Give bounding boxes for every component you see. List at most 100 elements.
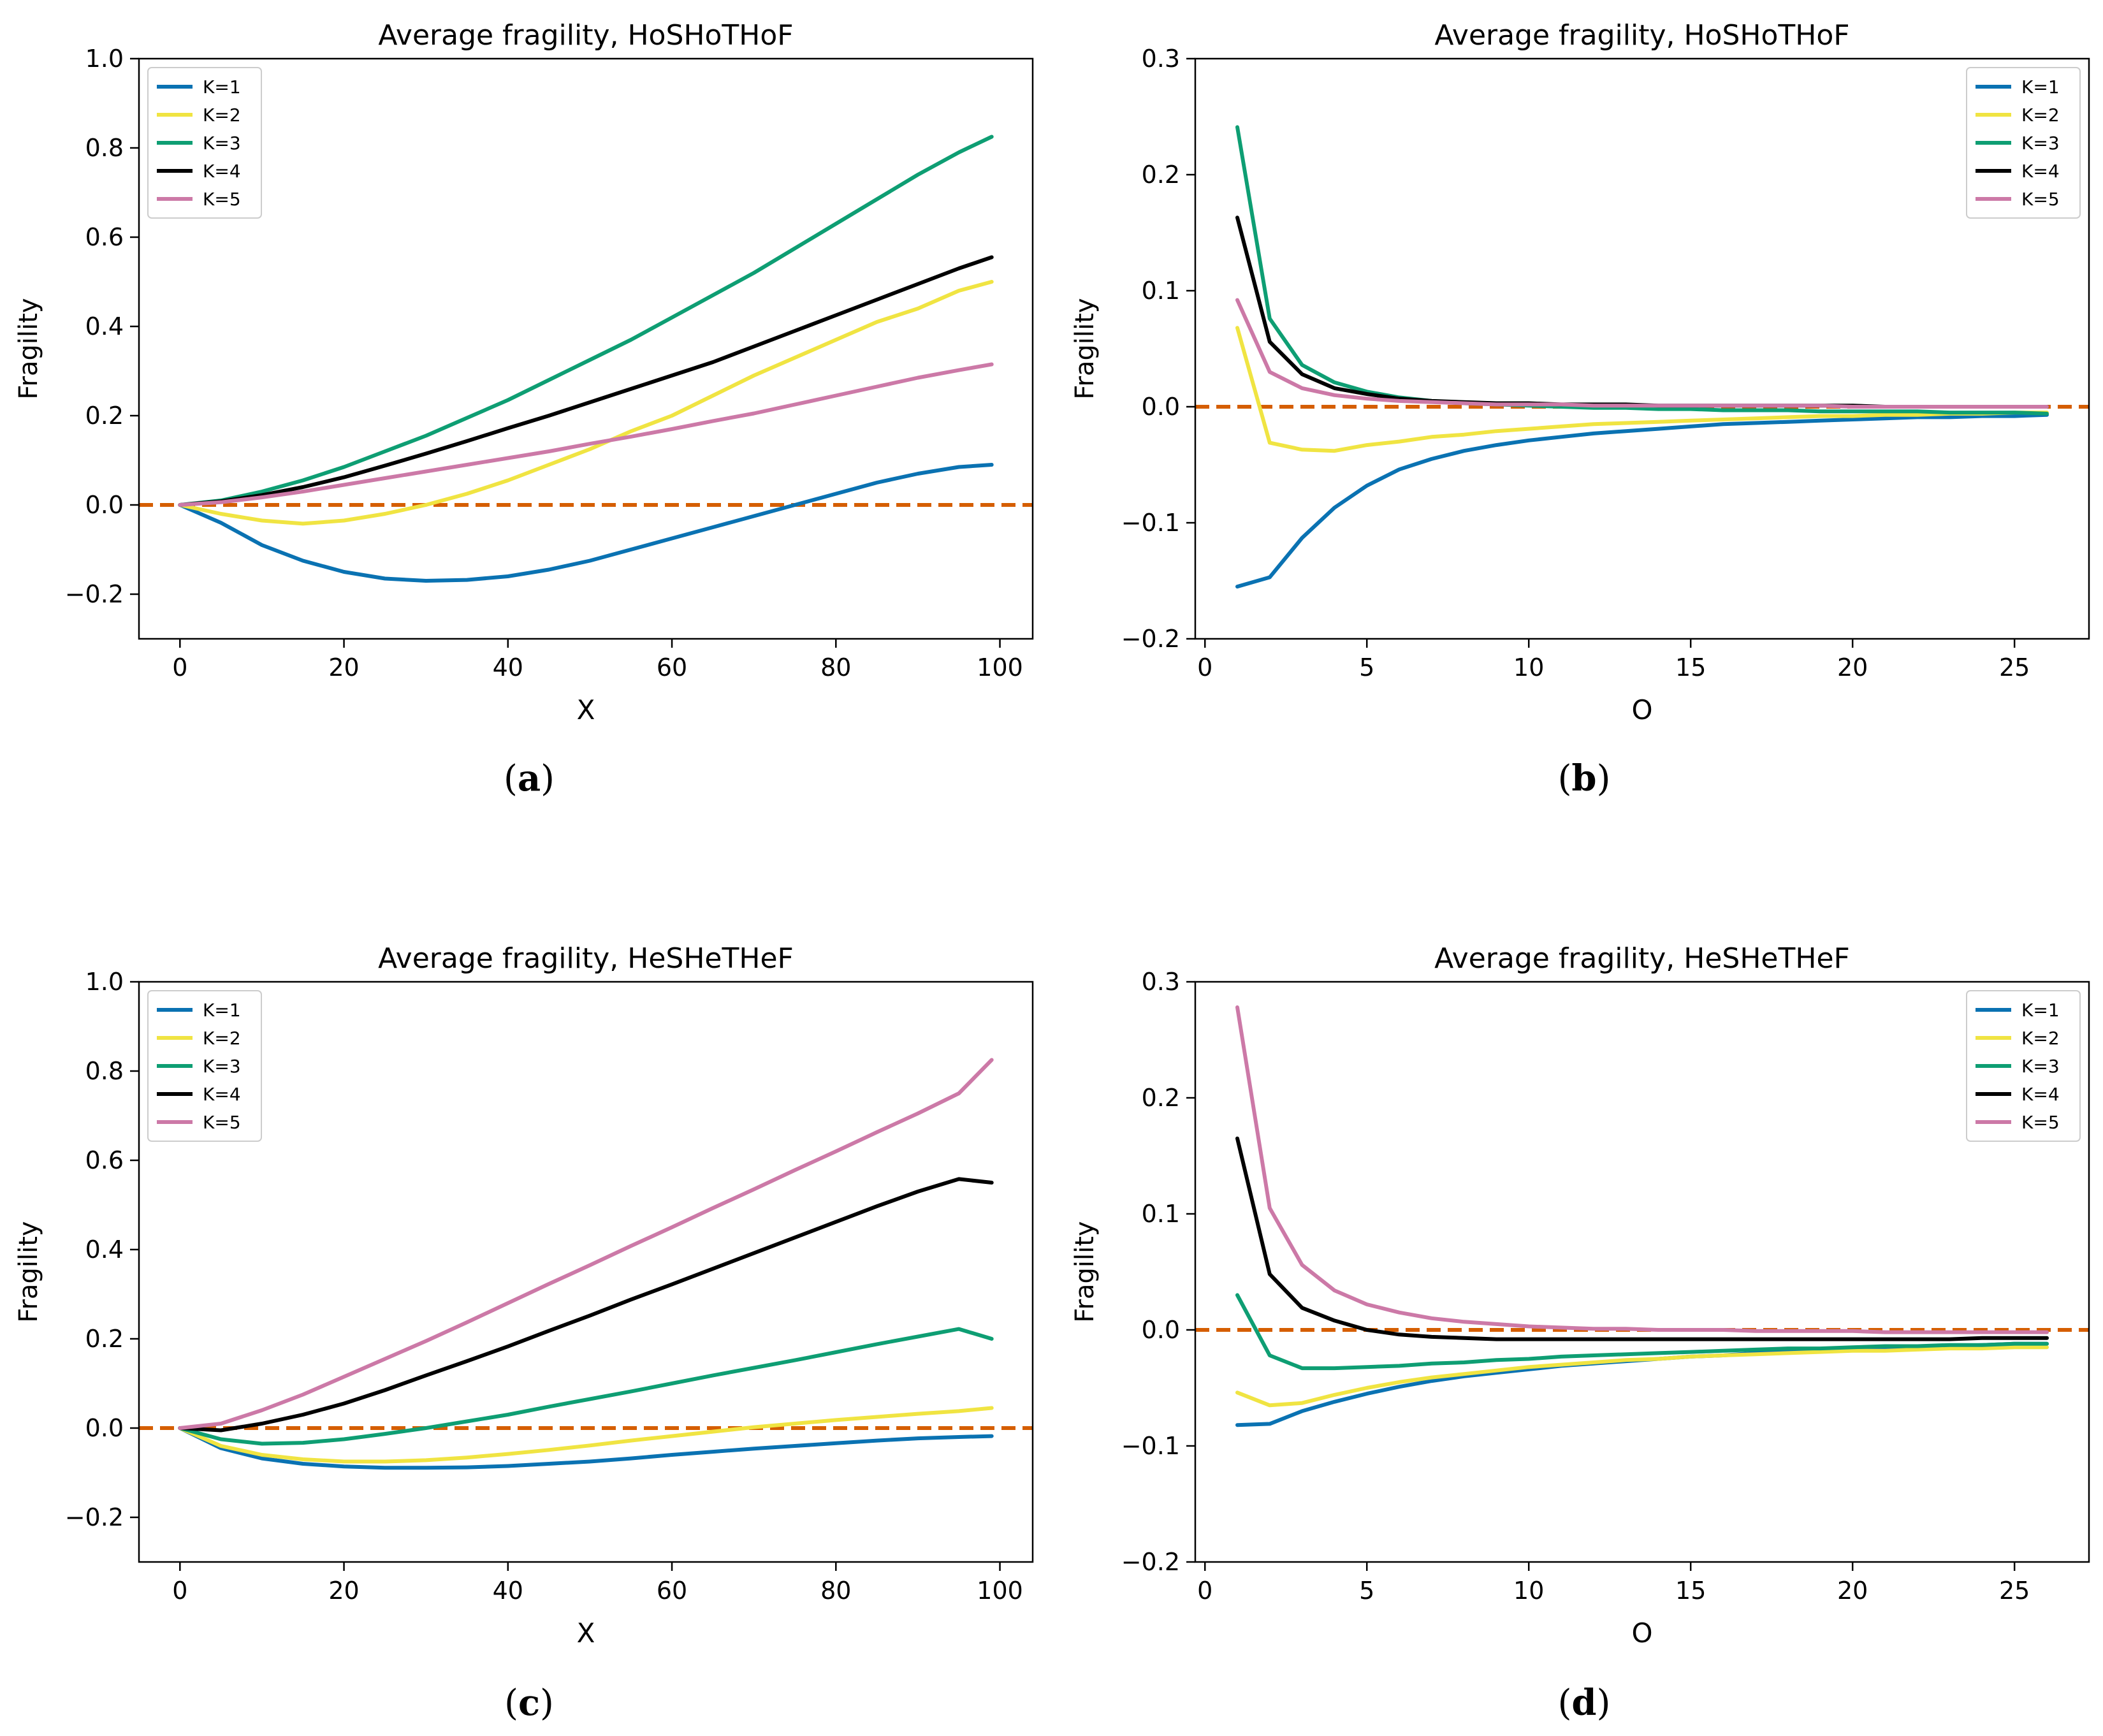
y-tick-label: 0.8 bbox=[85, 1057, 124, 1085]
y-tick-label: 0.4 bbox=[85, 1236, 124, 1264]
legend-label: K=2 bbox=[2021, 1028, 2060, 1049]
y-tick-label: 0.2 bbox=[85, 402, 124, 430]
y-tick-label: 0.6 bbox=[85, 223, 124, 251]
y-tick-label: 0.3 bbox=[1142, 968, 1180, 996]
x-tick-label: 20 bbox=[328, 1577, 359, 1605]
series-line-k3 bbox=[1235, 125, 2049, 416]
x-tick-label: 20 bbox=[1837, 1577, 1868, 1605]
chart-c: Average fragility, HeSHeTHeF 0 20 40 60 80 100… bbox=[14, 942, 1034, 1724]
y-tick-label: −0.2 bbox=[1121, 625, 1180, 653]
y-axis-label: Fragility bbox=[1070, 1221, 1100, 1322]
x-tick-label: 0 bbox=[172, 1577, 187, 1605]
caption-letter: d bbox=[1571, 1682, 1596, 1724]
plot-frame bbox=[138, 57, 1034, 640]
legend-label: K=4 bbox=[203, 1084, 241, 1105]
x-tick-label: 5 bbox=[1359, 653, 1374, 682]
y-tick-label: 0.1 bbox=[1142, 277, 1180, 305]
x-tick-label: 60 bbox=[657, 653, 687, 682]
x-tick-label: 100 bbox=[977, 653, 1023, 682]
series-line-k4 bbox=[1235, 1136, 2049, 1341]
x-tick-label: 15 bbox=[1675, 1577, 1706, 1605]
legend-label: K=2 bbox=[203, 105, 241, 126]
series-line-k1 bbox=[178, 1426, 994, 1470]
y-tick-label: −0.2 bbox=[1121, 1548, 1180, 1576]
legend: K=1 K=2 K=3 K=4 K=5 bbox=[147, 67, 262, 219]
legend-label: K=4 bbox=[203, 161, 241, 182]
panel-caption: (c) bbox=[504, 1682, 554, 1724]
x-tick-label: 5 bbox=[1359, 1577, 1374, 1605]
y-tick-label: 0.0 bbox=[85, 1414, 124, 1442]
legend-label: K=5 bbox=[2021, 189, 2060, 210]
y-tick-label: 0.1 bbox=[1142, 1200, 1180, 1228]
series-line-k4 bbox=[178, 1177, 994, 1433]
plot-frame bbox=[1194, 981, 2090, 1563]
y-tick-label: 1.0 bbox=[85, 968, 124, 996]
series-line-k3 bbox=[178, 1327, 994, 1446]
caption-close-paren: ) bbox=[1597, 1682, 1611, 1724]
x-tick-label: 80 bbox=[820, 1577, 851, 1605]
caption-close-paren: ) bbox=[540, 1682, 554, 1724]
series-group bbox=[1195, 1005, 2089, 1427]
series-group bbox=[139, 1058, 1033, 1470]
series-line-k5 bbox=[1235, 298, 2049, 409]
chart-b: Average fragility, HoSHoTHoF 0 5 10 15 20 25 −0… bbox=[1070, 19, 2090, 799]
y-tick-label: 0.6 bbox=[85, 1146, 124, 1174]
legend-label: K=3 bbox=[2021, 1056, 2060, 1077]
y-tick-label: 0.3 bbox=[1142, 45, 1180, 73]
caption-open-paren: ( bbox=[1558, 1682, 1572, 1724]
panel-caption: (b) bbox=[1558, 757, 1611, 799]
x-tick-label: 100 bbox=[977, 1577, 1023, 1605]
legend-label: K=2 bbox=[2021, 105, 2060, 126]
y-tick-label: 1.0 bbox=[85, 45, 124, 73]
x-axis-label: O bbox=[1631, 1617, 1652, 1649]
legend-label: K=1 bbox=[2021, 77, 2060, 98]
legend: K=1 K=2 K=3 K=4 K=5 bbox=[1966, 990, 2081, 1142]
legend-label: K=4 bbox=[2021, 1084, 2060, 1105]
y-tick-label: 0.0 bbox=[1142, 1316, 1180, 1344]
chart-title: Average fragility, HoSHoTHoF bbox=[1434, 19, 1849, 52]
x-tick-label: 60 bbox=[657, 1577, 687, 1605]
series-line-k2 bbox=[178, 1406, 994, 1464]
x-tick-label: 20 bbox=[328, 653, 359, 682]
y-tick-label: 0.4 bbox=[85, 312, 124, 340]
legend-label: K=3 bbox=[203, 133, 241, 154]
y-tick-label: −0.2 bbox=[65, 580, 124, 608]
x-tick-label: 0 bbox=[1197, 1577, 1212, 1605]
y-tick-label: −0.1 bbox=[1121, 1432, 1180, 1460]
series-line-k1 bbox=[178, 463, 994, 583]
chart-title: Average fragility, HeSHeTHeF bbox=[1434, 942, 1850, 975]
legend-label: K=1 bbox=[203, 77, 241, 98]
caption-letter: a bbox=[518, 757, 541, 799]
x-tick-label: 0 bbox=[172, 653, 187, 682]
y-tick-label: −0.1 bbox=[1121, 509, 1180, 537]
x-tick-label: 40 bbox=[493, 1577, 523, 1605]
series-line-k4 bbox=[178, 255, 994, 507]
plot-frame bbox=[1194, 57, 2090, 640]
panel-caption: (a) bbox=[504, 757, 555, 799]
chart-title: Average fragility, HeSHeTHeF bbox=[378, 942, 794, 975]
caption-close-paren: ) bbox=[541, 758, 555, 799]
caption-open-paren: ( bbox=[504, 758, 518, 799]
series-line-k2 bbox=[178, 280, 994, 526]
series-line-k2 bbox=[1235, 326, 2049, 453]
panel-caption: (d) bbox=[1558, 1682, 1611, 1724]
caption-letter: c bbox=[518, 1682, 540, 1724]
series-group bbox=[1195, 125, 2089, 589]
caption-close-paren: ) bbox=[1597, 758, 1611, 799]
chart-a: Average fragility, HoSHoTHoF 0 20 40 60 80 100… bbox=[14, 19, 1034, 799]
series-group bbox=[139, 135, 1033, 583]
series-line-k3 bbox=[1235, 1293, 2049, 1371]
x-tick-label: 10 bbox=[1513, 653, 1544, 682]
legend-box bbox=[1966, 67, 2081, 219]
x-axis-label: X bbox=[577, 1617, 595, 1649]
series-line-k5 bbox=[178, 1058, 994, 1430]
x-tick-label: 25 bbox=[1999, 1577, 2030, 1605]
legend: K=1 K=2 K=3 K=4 K=5 bbox=[1966, 67, 2081, 219]
legend-label: K=5 bbox=[2021, 1112, 2060, 1133]
legend: K=1 K=2 K=3 K=4 K=5 bbox=[147, 990, 262, 1142]
x-axis-label: O bbox=[1631, 694, 1652, 726]
x-tick-label: 0 bbox=[1197, 653, 1212, 682]
x-tick-label: 20 bbox=[1837, 653, 1868, 682]
x-tick-label: 10 bbox=[1513, 1577, 1544, 1605]
